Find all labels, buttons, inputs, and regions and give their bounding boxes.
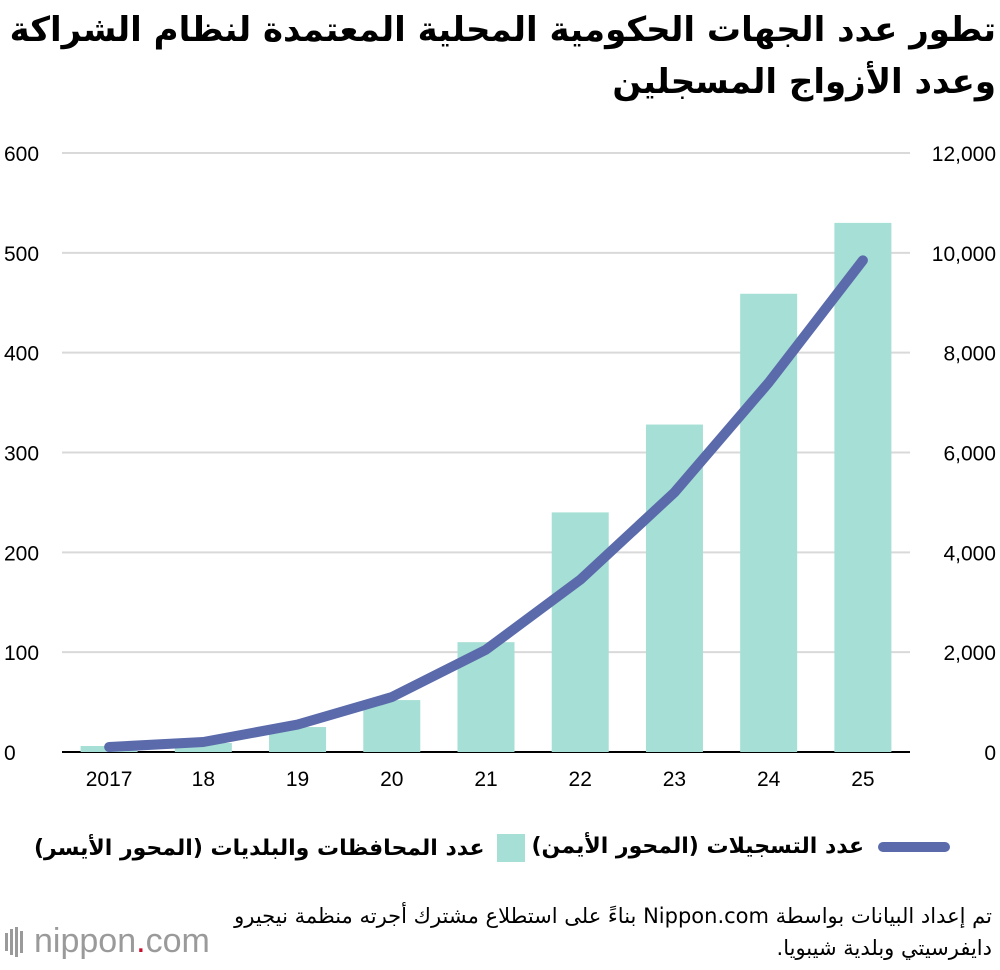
- bar: [834, 222, 892, 753]
- logo-text-main: nippon: [34, 922, 137, 960]
- chart: 0 100 200 300 400 500 600 0 2,000 4,000 6,000 8,00…: [4, 143, 996, 791]
- right-tick-label: 0: [984, 742, 996, 765]
- right-axis: 0 2,000 4,000 6,000 8,000 10,000 12,000: [932, 143, 996, 765]
- line-series: [104, 255, 868, 753]
- x-tick-label: 25: [851, 768, 874, 791]
- right-tick-label: 10,000: [932, 243, 996, 266]
- left-tick-label: 500: [4, 243, 39, 266]
- legend-bar-swatch: [496, 834, 525, 862]
- bar: [363, 700, 421, 752]
- right-tick-label: 12,000: [932, 143, 996, 166]
- x-tick-label: 23: [663, 768, 686, 791]
- x-tick-label: 24: [757, 768, 781, 791]
- bar: [645, 424, 703, 752]
- left-tick-label: 300: [4, 443, 39, 466]
- legend-line-label: عدد التسجيلات (المحور الأيمن): [531, 834, 864, 859]
- left-tick-label: 0: [4, 742, 16, 765]
- left-tick-label: 600: [4, 143, 39, 166]
- right-tick-label: 2,000: [943, 642, 996, 665]
- legend-bar-label: عدد المحافظات والبلديات (المحور الأيسر): [34, 835, 485, 861]
- x-tick-label: 21: [474, 768, 497, 791]
- logo-text-tail: com: [145, 922, 210, 960]
- logo-mark-icon: [5, 926, 23, 957]
- left-axis: 0 100 200 300 400 500 600: [4, 143, 39, 765]
- left-tick-label: 200: [4, 542, 39, 565]
- legend-item-bar: عدد المحافظات والبلديات (المحور الأيسر): [34, 834, 525, 862]
- chart-title: تطور عدد الجهات الحكومية المحلية المعتمد…: [9, 10, 996, 102]
- source-note: تم إعداد البيانات بواسطة Nippon.com بناء…: [234, 904, 992, 960]
- right-tick-label: 4,000: [943, 542, 996, 565]
- x-tick-label: 2017: [86, 768, 133, 791]
- bar: [174, 743, 232, 752]
- bar: [551, 512, 609, 752]
- legend-line-swatch: [878, 841, 950, 852]
- x-axis: 2017 18 19 20 21 22 23 24 25: [86, 768, 875, 791]
- legend: عدد التسجيلات (المحور الأيمن) عدد المحاف…: [0, 834, 1000, 874]
- bar-series: [80, 222, 892, 753]
- nippon-logo: nippon. com: [4, 922, 210, 961]
- left-tick-label: 100: [4, 642, 39, 665]
- logo-text-dot: .: [136, 922, 146, 960]
- x-tick-label: 20: [380, 768, 403, 791]
- x-tick-label: 18: [192, 768, 215, 791]
- bar: [740, 293, 798, 752]
- right-tick-label: 6,000: [943, 443, 996, 466]
- x-tick-label: 22: [569, 768, 592, 791]
- right-tick-label: 8,000: [943, 343, 996, 366]
- x-tick-label: 19: [286, 768, 309, 791]
- left-tick-label: 400: [4, 343, 39, 366]
- legend-item-line: عدد التسجيلات (المحور الأيمن): [531, 834, 950, 859]
